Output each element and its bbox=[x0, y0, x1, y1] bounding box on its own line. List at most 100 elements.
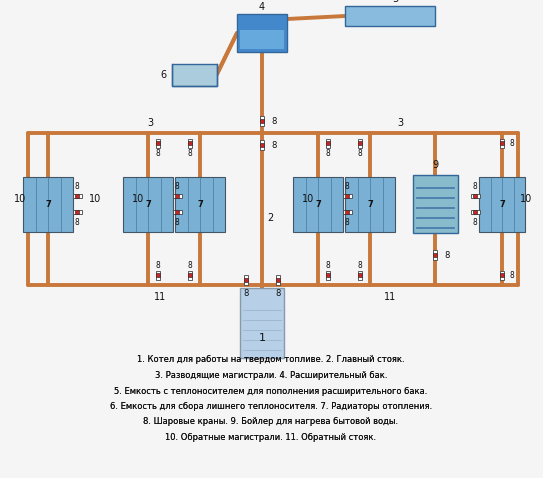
Text: 7: 7 bbox=[145, 199, 151, 208]
Text: 8: 8 bbox=[345, 182, 349, 191]
Text: 5: 5 bbox=[392, 0, 398, 4]
Text: 8: 8 bbox=[472, 182, 477, 191]
Bar bbox=[172, 64, 217, 86]
Bar bbox=[260, 119, 264, 123]
Bar bbox=[244, 278, 248, 282]
Text: 8: 8 bbox=[472, 217, 477, 227]
Bar bbox=[326, 141, 330, 145]
Text: 4: 4 bbox=[259, 2, 265, 12]
Text: 8: 8 bbox=[326, 149, 330, 157]
Text: 10: 10 bbox=[14, 194, 26, 204]
Bar bbox=[188, 271, 192, 280]
Text: 5. Емкость с теплоносителем для пополнения расширительного бака.: 5. Емкость с теплоносителем для пополнен… bbox=[115, 387, 428, 395]
Text: 8: 8 bbox=[156, 261, 160, 270]
Bar bbox=[123, 176, 173, 231]
Bar bbox=[237, 14, 287, 52]
Bar bbox=[260, 116, 264, 126]
Text: 1: 1 bbox=[258, 333, 266, 343]
Bar bbox=[358, 139, 362, 148]
Text: 8: 8 bbox=[156, 149, 160, 157]
Text: 8: 8 bbox=[326, 261, 330, 270]
Bar bbox=[175, 210, 179, 214]
Bar bbox=[345, 176, 395, 231]
Bar bbox=[173, 194, 181, 198]
Text: 8: 8 bbox=[272, 141, 277, 150]
Text: 6. Емкость для сбора лишнего теплоносителя. 7. Радиаторы отопления.: 6. Емкость для сбора лишнего теплоносите… bbox=[110, 402, 432, 411]
Text: 8: 8 bbox=[444, 250, 450, 260]
Text: 10. Обратные магистрали. 11. Обратный стояк.: 10. Обратные магистрали. 11. Обратный ст… bbox=[166, 433, 376, 442]
Text: 7: 7 bbox=[499, 199, 505, 208]
Text: 11: 11 bbox=[384, 292, 396, 302]
Bar bbox=[73, 210, 81, 214]
Text: 6: 6 bbox=[160, 70, 167, 80]
Bar bbox=[433, 253, 437, 257]
Bar bbox=[260, 140, 264, 150]
Bar bbox=[173, 210, 181, 214]
Text: 5. Емкость с теплоносителем для пополнения расширительного бака.: 5. Емкость с теплоносителем для пополнен… bbox=[115, 387, 428, 395]
Bar bbox=[345, 210, 349, 214]
Bar bbox=[240, 30, 284, 49]
Text: 9: 9 bbox=[432, 160, 438, 170]
Text: 7: 7 bbox=[45, 199, 51, 208]
Text: 2: 2 bbox=[267, 213, 273, 223]
Text: 8: 8 bbox=[175, 182, 179, 191]
Text: 3: 3 bbox=[147, 118, 153, 128]
Text: 8: 8 bbox=[188, 261, 192, 270]
Text: 8: 8 bbox=[510, 271, 514, 280]
Bar bbox=[413, 175, 458, 233]
Text: 8. Шаровые краны. 9. Бойлер для нагрева бытовой воды.: 8. Шаровые краны. 9. Бойлер для нагрева … bbox=[143, 417, 399, 426]
Bar bbox=[188, 273, 192, 277]
Bar bbox=[345, 6, 435, 26]
Text: 11: 11 bbox=[154, 292, 166, 302]
Bar bbox=[326, 271, 330, 280]
Bar bbox=[345, 194, 349, 198]
Bar bbox=[473, 210, 477, 214]
Bar bbox=[175, 176, 225, 231]
Bar bbox=[500, 271, 504, 280]
Bar bbox=[326, 139, 330, 148]
Bar bbox=[156, 273, 160, 277]
Bar bbox=[326, 273, 330, 277]
Bar bbox=[293, 176, 343, 231]
Bar bbox=[260, 143, 264, 147]
Bar bbox=[188, 139, 192, 148]
Bar bbox=[500, 141, 504, 145]
Text: 8: 8 bbox=[188, 149, 192, 157]
Text: 7: 7 bbox=[197, 199, 203, 208]
Text: 10: 10 bbox=[520, 194, 532, 204]
Bar bbox=[470, 210, 479, 214]
Bar bbox=[500, 139, 504, 148]
Bar bbox=[156, 141, 160, 145]
Bar bbox=[358, 141, 362, 145]
Text: 1. Котел для работы на твердом топливе. 2. Главный стояк.: 1. Котел для работы на твердом топливе. … bbox=[137, 356, 405, 365]
Text: 8: 8 bbox=[74, 217, 79, 227]
Text: 10: 10 bbox=[89, 194, 101, 204]
Text: 8: 8 bbox=[345, 217, 349, 227]
Text: 8: 8 bbox=[74, 182, 79, 191]
Bar bbox=[276, 278, 280, 282]
Bar bbox=[175, 194, 179, 198]
Bar bbox=[358, 273, 362, 277]
Bar bbox=[473, 194, 477, 198]
Text: 1. Котел для работы на твердом топливе. 2. Главный стояк.: 1. Котел для работы на твердом топливе. … bbox=[137, 356, 405, 365]
Text: 10. Обратные магистрали. 11. Обратный стояк.: 10. Обратные магистрали. 11. Обратный ст… bbox=[166, 433, 376, 442]
Text: 8: 8 bbox=[175, 217, 179, 227]
Bar bbox=[500, 273, 504, 277]
Bar bbox=[479, 176, 525, 231]
Text: 10: 10 bbox=[302, 194, 314, 204]
Text: 3. Разводящие магистрали. 4. Расширительный бак.: 3. Разводящие магистрали. 4. Расширитель… bbox=[155, 371, 387, 380]
Text: 10: 10 bbox=[132, 194, 144, 204]
Text: 7: 7 bbox=[367, 199, 373, 208]
Bar bbox=[240, 288, 284, 358]
Text: 3. Разводящие магистрали. 4. Расширительный бак.: 3. Разводящие магистрали. 4. Расширитель… bbox=[155, 371, 387, 380]
Text: 8: 8 bbox=[358, 149, 362, 157]
Text: 6. Емкость для сбора лишнего теплоносителя. 7. Радиаторы отопления.: 6. Емкость для сбора лишнего теплоносите… bbox=[110, 402, 432, 411]
Text: 8. Шаровые краны. 9. Бойлер для нагрева бытовой воды.: 8. Шаровые краны. 9. Бойлер для нагрева … bbox=[143, 417, 399, 426]
Bar bbox=[358, 271, 362, 280]
Bar bbox=[188, 141, 192, 145]
Text: 7: 7 bbox=[315, 199, 321, 208]
Text: 8: 8 bbox=[275, 289, 281, 297]
Bar bbox=[470, 194, 479, 198]
Text: 8: 8 bbox=[510, 139, 514, 148]
Bar bbox=[156, 139, 160, 148]
